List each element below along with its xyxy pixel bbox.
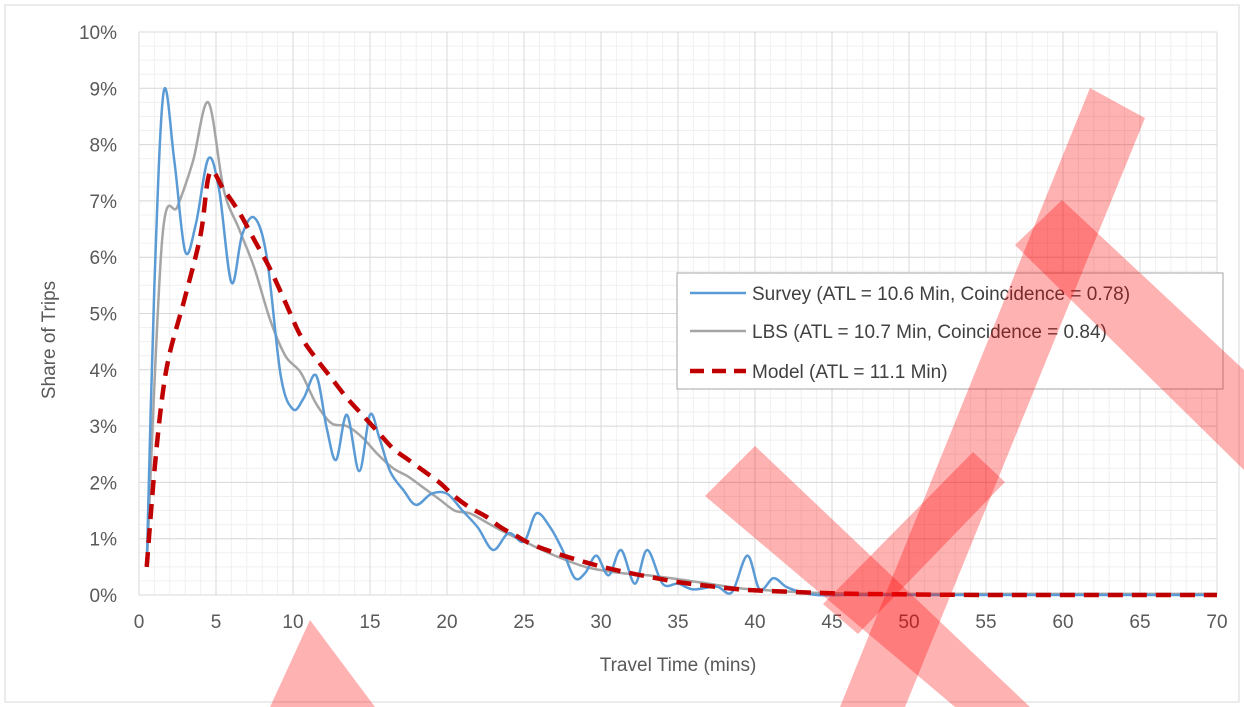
y-tick-label: 4%	[90, 361, 118, 382]
x-tick-label: 50	[898, 612, 919, 633]
x-tick-label: 70	[1206, 612, 1227, 633]
x-tick-label: 35	[667, 612, 688, 633]
legend: Survey (ATL = 10.6 Min, Coincidence = 0.…	[676, 272, 1224, 390]
legend-label: Model (ATL = 11.1 Min)	[752, 362, 948, 383]
draft-watermark	[270, 88, 1244, 707]
x-tick-label: 0	[134, 612, 145, 633]
y-tick-label: 8%	[90, 136, 118, 157]
x-tick-label: 60	[1052, 612, 1073, 633]
y-tick-label: 9%	[90, 79, 118, 100]
x-axis-title: Travel Time (mins)	[600, 655, 757, 676]
x-tick-label: 65	[1129, 612, 1150, 633]
y-tick-label: 6%	[90, 248, 118, 269]
series-layer	[144, 87, 1217, 598]
y-tick-label: 10%	[79, 23, 117, 44]
x-tick-label: 30	[590, 612, 611, 633]
x-tick-label: 15	[359, 612, 380, 633]
x-tick-label: 55	[975, 612, 996, 633]
x-axis-ticks: 0 5 10 15 20 25 30 35 40 45 50 55 60 65 70	[134, 612, 1228, 633]
legend-label: Survey (ATL = 10.6 Min, Coincidence = 0.…	[752, 284, 1130, 305]
y-tick-label: 7%	[90, 192, 118, 213]
y-tick-label: 5%	[90, 305, 118, 326]
legend-box	[676, 272, 1224, 390]
y-tick-label: 2%	[90, 473, 118, 494]
x-tick-label: 20	[436, 612, 457, 633]
y-tick-label: 1%	[90, 530, 118, 551]
x-tick-label: 5	[211, 612, 222, 633]
x-tick-label: 45	[821, 612, 842, 633]
x-tick-label: 40	[744, 612, 765, 633]
legend-label: LBS (ATL = 10.7 Min, Coincidence = 0.84)	[752, 322, 1107, 343]
series-line-survey	[145, 87, 1217, 597]
major-grid	[138, 31, 1218, 596]
y-tick-label: 3%	[90, 417, 118, 438]
y-axis-title: Share of Trips	[39, 281, 60, 399]
series-line-model	[144, 168, 1217, 598]
x-tick-label: 25	[513, 612, 534, 633]
x-tick-label: 10	[282, 612, 303, 633]
y-tick-label: 0%	[90, 586, 118, 607]
y-axis-ticks: 0% 1% 2% 3% 4% 5% 6% 7% 8% 9% 10%	[79, 23, 117, 607]
